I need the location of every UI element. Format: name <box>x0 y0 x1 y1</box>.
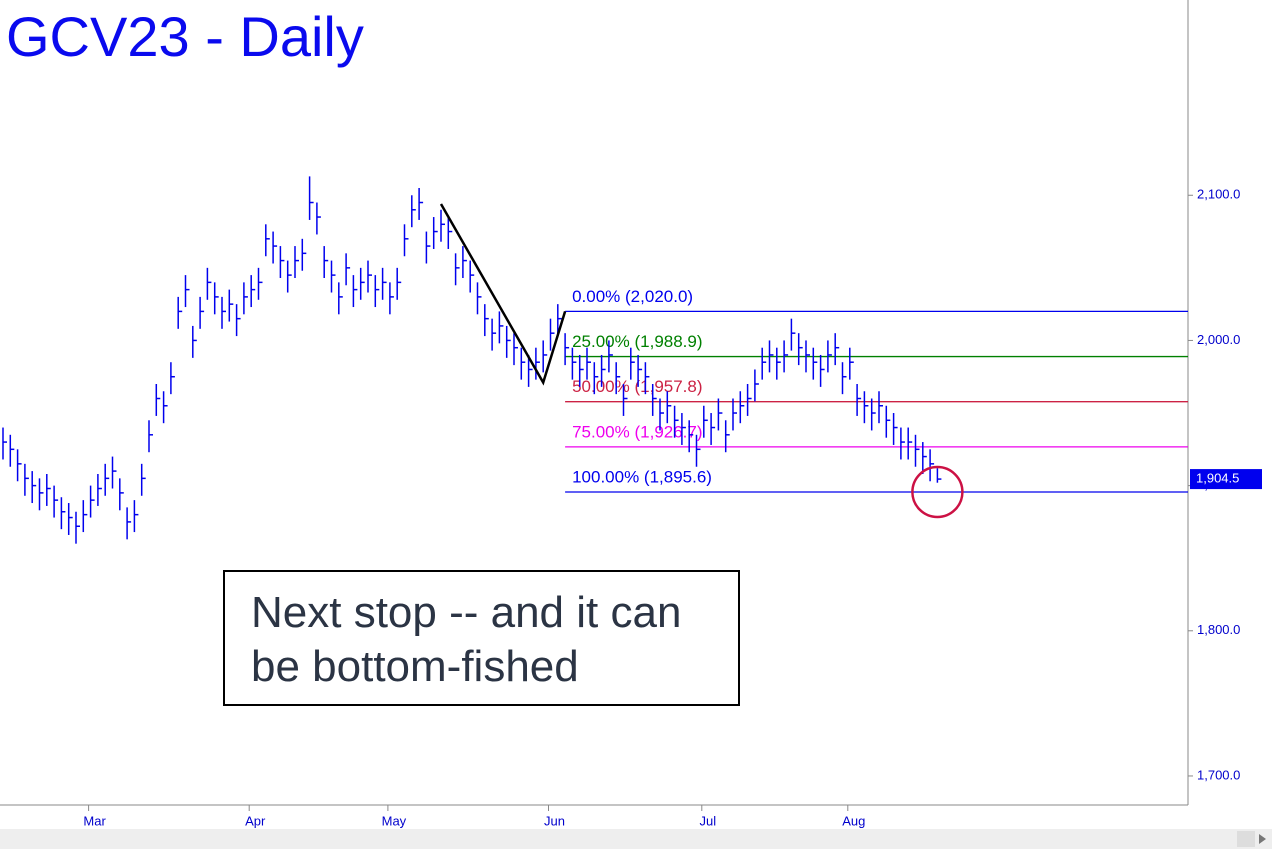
level-label: 25.00% (1,988.9) <box>572 332 702 351</box>
annotation-box: Next stop -- and it can be bottom-fished <box>223 570 740 706</box>
y-tick-label: 2,100.0 <box>1197 187 1240 202</box>
y-tick-label: 2,000.0 <box>1197 332 1240 347</box>
level-label: 0.00% (2,020.0) <box>572 287 693 306</box>
highlight-circle <box>911 465 964 519</box>
x-tick-label: Jul <box>699 813 716 828</box>
level-label: 50.00% (1,957.8) <box>572 377 702 396</box>
level-label: 75.00% (1,926.7) <box>572 422 702 441</box>
x-tick-label: Apr <box>245 813 266 828</box>
x-tick-label: Jun <box>544 813 565 828</box>
last-price-box <box>1190 469 1262 490</box>
x-tick-label: May <box>382 813 407 828</box>
y-tick-label: 1,700.0 <box>1197 767 1240 782</box>
y-tick-label: 1,800.0 <box>1197 622 1240 637</box>
chart-title: GCV23 - Daily <box>6 5 364 68</box>
last-price-label: 1,904.5 <box>1196 471 1239 486</box>
x-tick-label: Aug <box>842 813 865 828</box>
x-tick-label: Mar <box>83 813 106 828</box>
level-label: 100.00% (1,895.6) <box>572 467 712 486</box>
scrollbar[interactable] <box>0 829 1272 849</box>
scroll-thumb[interactable] <box>1237 831 1255 847</box>
scroll-arrow[interactable] <box>1259 834 1266 844</box>
abc-pattern <box>439 203 567 386</box>
